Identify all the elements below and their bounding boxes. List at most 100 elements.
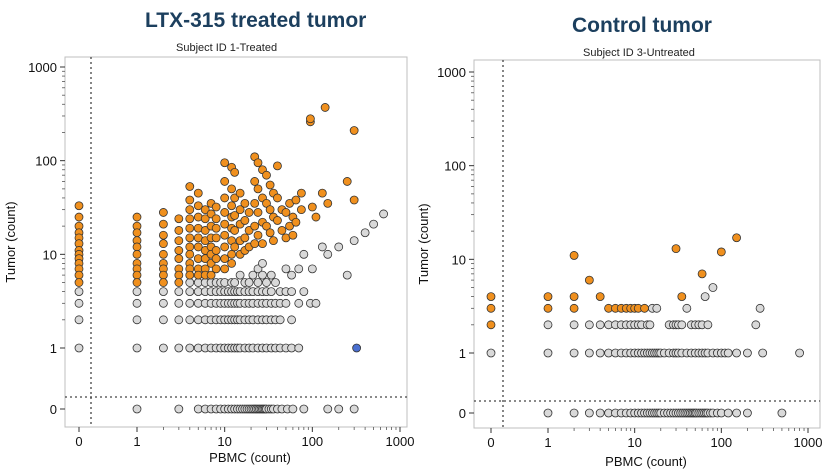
data-point [751, 320, 761, 330]
data-point [755, 303, 765, 313]
chart-subtitle: Subject ID 3-Untreated [583, 47, 695, 59]
data-point [220, 208, 230, 217]
data-point [703, 320, 713, 330]
data-point [174, 404, 184, 414]
data-point [193, 242, 203, 252]
data-point [258, 259, 267, 268]
data-point [244, 278, 254, 287]
data-point [185, 214, 195, 224]
data-point [716, 247, 726, 257]
data-point [235, 270, 245, 280]
data-point [211, 214, 221, 224]
data-point [296, 188, 306, 198]
data-point [253, 230, 263, 240]
data-point [543, 303, 553, 313]
data-point [269, 236, 278, 246]
data-point [307, 264, 317, 274]
data-point [132, 315, 142, 325]
data-point [227, 184, 237, 194]
data-point [174, 343, 184, 353]
data-point [595, 292, 605, 302]
data-point [174, 287, 184, 297]
data-point [74, 287, 84, 297]
x-tick-label: 10 [217, 434, 231, 449]
data-point [158, 208, 168, 217]
data-point [543, 348, 553, 358]
data-point [265, 228, 275, 238]
data-point [287, 315, 296, 325]
data-point [584, 275, 594, 285]
data-point [250, 198, 260, 208]
x-tick-label: 1 [544, 435, 551, 450]
data-point [240, 233, 250, 243]
x-tick-label: 1 [133, 434, 140, 449]
data-point [240, 216, 250, 225]
data-point [158, 249, 168, 259]
data-point [652, 303, 662, 313]
data-point [132, 287, 142, 297]
data-point [349, 195, 359, 205]
data-point [227, 259, 237, 268]
x-tick-label: 10 [627, 435, 641, 450]
data-point [132, 404, 142, 414]
data-point [294, 298, 304, 308]
data-point [288, 230, 298, 240]
data-point [595, 348, 605, 358]
x-tick-label: 0 [487, 435, 494, 450]
data-point [486, 348, 496, 358]
data-point [235, 205, 245, 215]
data-point [379, 209, 388, 219]
data-point [275, 315, 285, 325]
data-point [132, 242, 142, 252]
data-point [360, 228, 370, 238]
data-point [220, 230, 230, 240]
data-point [595, 320, 605, 330]
y-tick-label: 10 [43, 247, 57, 262]
data-point [743, 348, 752, 358]
data-point [158, 298, 168, 308]
data-point [185, 287, 195, 297]
plot-frame [473, 59, 821, 429]
data-point [281, 298, 291, 308]
data-point [758, 348, 768, 358]
data-point [74, 298, 84, 308]
data-point [584, 320, 594, 330]
data-point [174, 254, 184, 264]
x-axis-label: PBMC (count) [209, 450, 291, 465]
y-tick-label: 0 [50, 402, 57, 417]
data-point [132, 278, 142, 287]
data-point [287, 270, 296, 280]
data-point [743, 408, 752, 418]
data-point [158, 239, 168, 249]
data-point [323, 198, 333, 208]
data-point [185, 182, 195, 191]
data-point [369, 219, 379, 229]
data-point [132, 343, 142, 353]
plot-frame [64, 56, 408, 428]
x-tick-label: 0 [75, 434, 82, 449]
data-point [486, 320, 496, 330]
data-point [777, 408, 787, 418]
data-point [74, 278, 84, 287]
data-point [285, 221, 294, 231]
data-point [349, 236, 359, 246]
data-point [250, 177, 260, 186]
data-point [253, 184, 263, 194]
data-point [185, 223, 195, 233]
data-point [227, 201, 237, 211]
data-point [640, 303, 649, 313]
y-tick-label: 0 [459, 406, 466, 421]
data-point [230, 242, 240, 252]
data-point [262, 278, 271, 287]
y-tick-label: 1000 [437, 65, 466, 80]
data-point [294, 343, 304, 353]
data-point [543, 292, 553, 302]
data-point [253, 208, 263, 217]
data-point [220, 193, 230, 203]
data-point [265, 205, 275, 215]
data-point [265, 180, 275, 190]
data-point [74, 270, 84, 280]
data-point [645, 320, 655, 330]
data-point [569, 408, 579, 418]
data-point [174, 226, 184, 235]
